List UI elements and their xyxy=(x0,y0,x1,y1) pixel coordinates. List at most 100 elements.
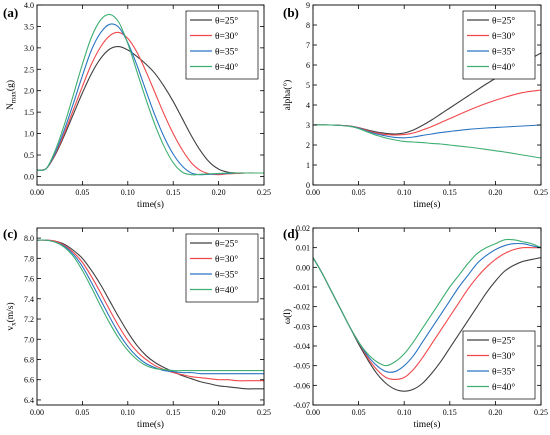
chart-panels: 0.00 0.05 0.10 0.15 0.20 0.25 0.0 0.5 1.0 1.5 2.0 2… xyxy=(3,1,548,430)
x-tick-label-c: 0.05 xyxy=(75,408,89,417)
y-axis-title-main: N xyxy=(6,103,16,110)
x-tick-label-a: 0.10 xyxy=(121,188,135,197)
x-axis-title-d: time(s) xyxy=(414,419,441,430)
legend-label: θ=35° xyxy=(215,47,238,58)
x-tick-label-c: 0.25 xyxy=(257,408,271,417)
y-tick-label-c: 7.0 xyxy=(24,335,34,344)
panel-c-series-group xyxy=(37,239,264,390)
y-axis-title-unit: (m/s) xyxy=(5,302,16,322)
x-tick-label-c: 0.10 xyxy=(121,408,135,417)
x-tick-label-a: 0.15 xyxy=(166,188,180,197)
y-axis-title-subscript: x xyxy=(10,322,18,326)
x-tick-label-b: 0.25 xyxy=(534,188,548,197)
y-tick-label-b: 3 xyxy=(306,121,310,130)
legend-label: θ=40° xyxy=(215,285,238,296)
y-tick-label-a: 0.5 xyxy=(24,151,34,160)
legend-d: θ=25° θ=30° θ=35° θ=40° xyxy=(462,330,536,400)
series-line-a-1 xyxy=(37,46,264,174)
panel-label-c: (c) xyxy=(3,226,17,241)
y-tick-label-a: 4.0 xyxy=(24,1,34,10)
x-tick-label-b: 0.15 xyxy=(443,188,457,197)
y-tick-label-c: 6.6 xyxy=(24,376,34,385)
y-tick-label-a: 0.0 xyxy=(24,172,34,181)
legend-label: θ=35° xyxy=(492,47,515,58)
y-tick-label-d: -0.07 xyxy=(293,401,310,410)
y-tick-label-b: 4 xyxy=(306,101,310,110)
x-tick-label-a: 0.25 xyxy=(257,188,271,197)
legend-label: θ=25° xyxy=(492,16,515,27)
x-tick-label-b: 0.10 xyxy=(397,188,411,197)
x-tick-label-d: 0.00 xyxy=(306,408,320,417)
series-line-c-1 xyxy=(37,239,264,390)
plot-frame-c xyxy=(36,227,265,406)
legend-label: θ=40° xyxy=(215,62,238,73)
x-tick-label-b: 0.00 xyxy=(306,188,320,197)
y-axis-title-d: ω(l) xyxy=(282,309,293,324)
x-tick-label-c: 0.15 xyxy=(166,408,180,417)
y-tick-label-d: -0.06 xyxy=(293,381,310,390)
x-tick-label-a: 0.20 xyxy=(212,188,226,197)
series-line-a-4 xyxy=(37,13,264,176)
y-tick-label-d: 0.02 xyxy=(296,224,310,233)
panel-label-d: (d) xyxy=(283,226,299,241)
y-axis-title-unit: (g) xyxy=(5,80,16,91)
panel-b-series-group xyxy=(313,52,541,159)
series-line-c-3 xyxy=(37,239,264,375)
plot-frame-b xyxy=(312,4,542,186)
panel-c: 0.00 0.05 0.10 0.15 0.20 0.25 6.4 6.6 6.8 7.0 7.2 7… xyxy=(3,226,271,430)
y-tick-label-d: -0.03 xyxy=(293,322,310,331)
panel-label-a: (a) xyxy=(3,5,18,20)
y-tick-label-d: -0.05 xyxy=(293,362,310,371)
x-tick-label-d: 0.20 xyxy=(488,408,502,417)
legend-b: θ=25° θ=30° θ=35° θ=40° xyxy=(462,10,536,80)
x-tick-label-d: 0.15 xyxy=(443,408,457,417)
legend-box xyxy=(185,233,259,303)
x-axis-title-a: time(s) xyxy=(137,199,164,210)
y-tick-label-c: 6.8 xyxy=(24,355,34,364)
legend-a: θ=25° θ=30° θ=35° θ=40° xyxy=(185,10,259,80)
y-axis-title-c: vx(m/s) xyxy=(5,302,18,330)
legend-label: θ=30° xyxy=(215,254,238,265)
legend-label: θ=40° xyxy=(492,382,515,393)
x-tick-label-c: 0.20 xyxy=(212,408,226,417)
panel-d-series-group xyxy=(313,238,541,392)
x-tick-label-d: 0.05 xyxy=(352,408,366,417)
x-tick-label-d: 0.10 xyxy=(397,408,411,417)
legend-label: θ=30° xyxy=(492,31,515,42)
y-axis-title-b: alpha(°) xyxy=(282,80,293,111)
x-tick-label-b: 0.20 xyxy=(488,188,502,197)
y-axis-title-main: v xyxy=(6,326,16,331)
y-tick-label-c: 7.8 xyxy=(24,254,34,263)
y-tick-label-b: 1 xyxy=(306,161,310,170)
legend-c: θ=25° θ=30° θ=35° θ=40° xyxy=(185,233,259,303)
y-tick-label-a: 2.0 xyxy=(24,87,34,96)
legend-label: θ=35° xyxy=(492,367,515,378)
y-tick-label-c: 7.4 xyxy=(24,295,34,304)
y-tick-label-d: -0.02 xyxy=(293,303,310,312)
legend-label: θ=30° xyxy=(215,31,238,42)
y-tick-label-b: 6 xyxy=(306,61,310,70)
x-axis-title-c: time(s) xyxy=(137,419,164,430)
plot-frame-d xyxy=(312,227,542,406)
y-tick-label-a: 1.0 xyxy=(24,130,34,139)
y-tick-label-c: 8.0 xyxy=(24,234,34,243)
panel-b: 0.00 0.05 0.10 0.15 0.20 0.25 0 1 2 3 4 5 6 7 8 9 time(s… xyxy=(282,1,548,210)
x-tick-label-b: 0.05 xyxy=(352,188,366,197)
panel-a: 0.00 0.05 0.10 0.15 0.20 0.25 0.0 0.5 1.0 1.5 2.0 2… xyxy=(3,1,271,210)
legend-box xyxy=(462,10,536,80)
series-line-d-4 xyxy=(313,238,541,367)
y-axis-title-subscript: max xyxy=(10,91,18,104)
legend-label: θ=40° xyxy=(492,62,515,73)
y-tick-label-c: 6.4 xyxy=(24,396,34,405)
x-tick-label-c: 0.00 xyxy=(30,408,44,417)
legend-label: θ=25° xyxy=(215,16,238,27)
x-axis-title-b: time(s) xyxy=(414,199,441,210)
y-tick-label-a: 1.5 xyxy=(24,108,34,117)
y-tick-label-c: 7.2 xyxy=(24,315,34,324)
y-tick-label-d: -0.04 xyxy=(293,342,310,351)
y-tick-label-d: -0.01 xyxy=(293,283,310,292)
x-tick-label-a: 0.00 xyxy=(30,188,44,197)
legend-box xyxy=(462,330,536,400)
y-tick-label-c: 7.6 xyxy=(24,275,34,284)
